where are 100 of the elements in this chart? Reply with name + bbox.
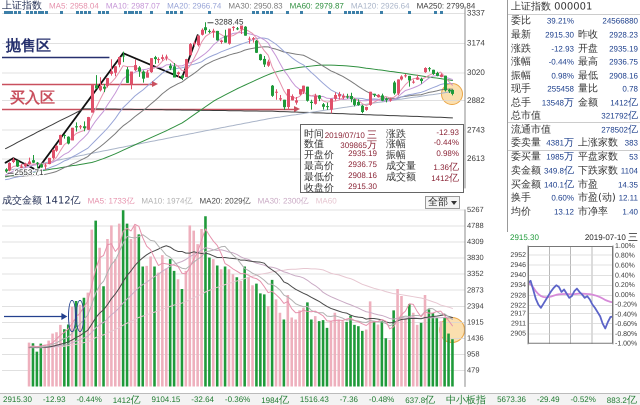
bar bbox=[43, 344, 46, 386]
bar bbox=[90, 230, 94, 386]
ref-line-label: 抛售区 bbox=[5, 36, 51, 54]
annotation: 2915.30 bbox=[348, 182, 377, 191]
text: 市盈 bbox=[578, 178, 598, 192]
annotation: 成交量 bbox=[386, 160, 416, 172]
candlestick bbox=[275, 88, 278, 100]
text: 1412亿 bbox=[610, 96, 638, 110]
annotation: 2019/07/10 三 bbox=[324, 128, 377, 140]
text: 中小板指 bbox=[446, 394, 486, 405]
text: 0.98% bbox=[551, 71, 574, 80]
candlestick bbox=[134, 59, 137, 72]
candlestick bbox=[87, 116, 90, 131]
bar bbox=[380, 321, 384, 386]
text: 最新 bbox=[511, 28, 531, 42]
bar bbox=[224, 266, 226, 386]
text: 开盘 bbox=[578, 42, 598, 56]
text: 1412亿 bbox=[112, 394, 141, 405]
text: 下跌家数 bbox=[578, 164, 618, 178]
text: 13.12 bbox=[554, 207, 574, 216]
bar bbox=[334, 312, 336, 386]
bar bbox=[270, 280, 274, 386]
text: -0.48% bbox=[368, 395, 394, 404]
annotation: 时间 bbox=[304, 128, 324, 140]
bar bbox=[188, 225, 192, 386]
annotation: 振幅 bbox=[386, 149, 406, 162]
candlestick bbox=[271, 84, 274, 98]
bar bbox=[212, 259, 215, 386]
text: 2019-07-10 三 bbox=[584, 232, 638, 244]
candlestick bbox=[130, 71, 133, 90]
bar bbox=[134, 225, 136, 386]
candlestick bbox=[173, 62, 176, 78]
text: MA250: 2799.84 bbox=[416, 2, 476, 11]
bar bbox=[349, 316, 352, 386]
bar bbox=[435, 317, 438, 386]
bar bbox=[306, 302, 309, 386]
y-tick-label: 3020 bbox=[467, 68, 486, 78]
text: -7.36 bbox=[340, 395, 358, 404]
bar bbox=[428, 309, 430, 386]
text: MA20: 2966.74 bbox=[167, 2, 222, 11]
candlestick bbox=[287, 88, 290, 110]
annotation: 成交额 bbox=[386, 170, 416, 184]
text: MA120: 2926.64 bbox=[350, 2, 410, 11]
annotation: 开盘价 bbox=[304, 149, 334, 162]
text: 总市值 bbox=[511, 109, 541, 123]
candlestick bbox=[263, 56, 266, 68]
candlestick bbox=[189, 42, 192, 56]
text: MA30: 2950.83 bbox=[228, 2, 284, 11]
bar bbox=[118, 224, 121, 386]
text: 委买量 bbox=[511, 150, 541, 164]
text: -32.64 bbox=[191, 395, 214, 404]
candlestick bbox=[393, 80, 396, 96]
text: MA30: 2300亿 bbox=[258, 196, 309, 206]
text: 2935.19 bbox=[609, 44, 638, 53]
text: 现手 bbox=[511, 82, 531, 96]
text: MA5: 2958.04 bbox=[49, 2, 100, 11]
text: 13548万 bbox=[542, 96, 574, 110]
bar bbox=[302, 308, 305, 386]
candlestick bbox=[122, 51, 125, 63]
bar bbox=[255, 284, 258, 386]
text: 换手 bbox=[511, 191, 531, 205]
text: 4381万 bbox=[546, 137, 574, 150]
candlestick bbox=[197, 35, 200, 48]
annotation: 最高价 bbox=[304, 160, 334, 172]
y-tick-label: 2743 bbox=[467, 125, 486, 134]
candlestick bbox=[126, 66, 129, 84]
y-tick-label: 3174 bbox=[467, 38, 486, 48]
candlestick bbox=[142, 70, 145, 84]
candlestick bbox=[444, 75, 447, 92]
text: 53 bbox=[629, 152, 638, 162]
text: 市净率 bbox=[578, 205, 608, 219]
bar bbox=[314, 316, 317, 386]
text: 12.11 bbox=[618, 194, 638, 203]
text: 255458 bbox=[547, 84, 574, 94]
bar bbox=[388, 340, 392, 386]
text: 2908.16 bbox=[609, 71, 638, 80]
bar bbox=[420, 322, 422, 386]
text: 140.1亿 bbox=[544, 178, 574, 192]
bar bbox=[236, 277, 238, 386]
bar bbox=[161, 255, 164, 386]
candlestick bbox=[306, 86, 309, 102]
bar bbox=[243, 266, 246, 386]
candlestick bbox=[283, 99, 286, 110]
bar bbox=[341, 321, 344, 386]
text: 总手 bbox=[511, 96, 531, 110]
candlestick bbox=[59, 134, 62, 146]
text: MA10: 2987.07 bbox=[106, 2, 161, 11]
text: 卖金额 bbox=[511, 164, 541, 178]
bar bbox=[282, 319, 286, 386]
text: 39.21% bbox=[546, 16, 574, 26]
candlestick bbox=[228, 28, 231, 46]
text: 637.8亿 bbox=[405, 394, 436, 405]
text: 量比 bbox=[578, 82, 598, 96]
bar bbox=[372, 321, 376, 386]
text: 涨幅 bbox=[511, 55, 531, 69]
bar bbox=[153, 266, 156, 386]
text: -12.93 bbox=[551, 44, 574, 53]
bar bbox=[78, 304, 82, 386]
text: 2928.23 bbox=[609, 30, 638, 40]
candlestick bbox=[114, 66, 117, 77]
